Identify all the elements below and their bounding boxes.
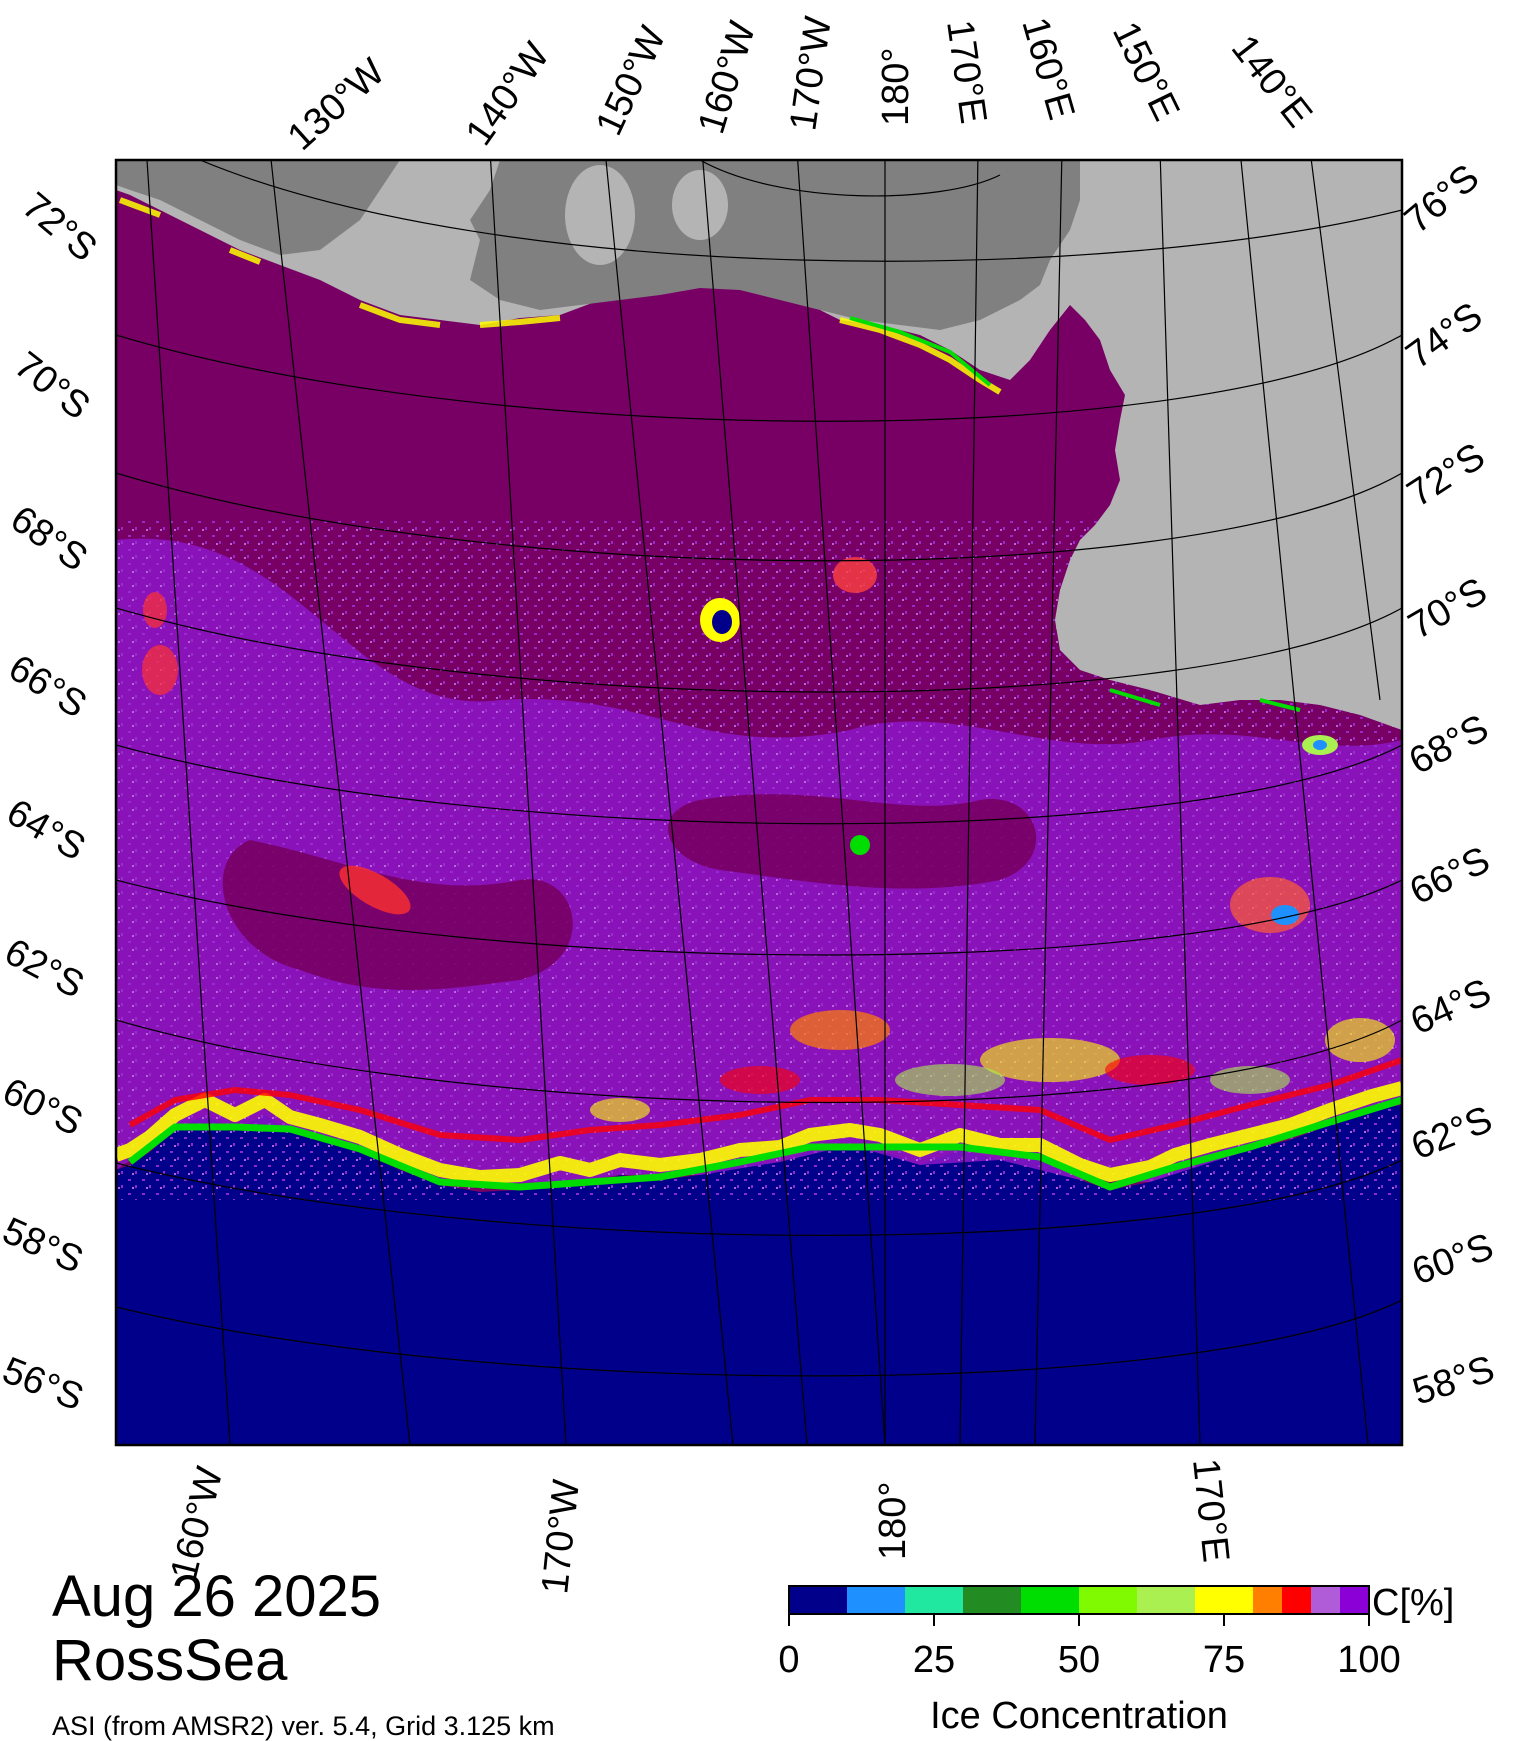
colorbar-bin-9 [1282,1586,1311,1614]
colorbar-bin-4 [1021,1586,1079,1614]
lon-label-130w: 130°W [280,51,393,159]
colorbar-unit: C[%] [1372,1582,1454,1624]
lat-label-left-56s: 56°S [0,1349,89,1419]
colorbar-bin-0 [789,1586,847,1614]
lon-label-140w: 140°W [458,35,558,153]
colorbar-bin-2 [905,1586,963,1614]
ice-edge-rim [116,1081,1402,1184]
colorbar-bin-8 [1253,1586,1282,1614]
lat-label-right-70s: 70°S [1402,570,1495,648]
top-longitude-labels: 130°W 140°W 150°W 160°W 170°W 180° 170°E… [280,13,1320,159]
colorbar-bin-10 [1311,1586,1340,1614]
lon-label-bottom-170e: 170°E [1184,1457,1237,1565]
colorbar-bin-6 [1137,1586,1195,1614]
lon-label-150w: 150°W [588,20,674,142]
lat-label-left-60s: 60°S [0,1070,89,1144]
lat-label-right-58s: 58°S [1408,1348,1500,1414]
lon-label-150e: 150°E [1104,16,1187,128]
map-frame [114,158,1404,1447]
left-latitude-labels: 72°S 70°S 68°S 66°S 64°S 62°S 60°S 58°S … [0,185,105,1420]
lon-label-170e: 170°E [938,17,994,126]
colorbar-bins [789,1586,1369,1614]
colorbar-title: Ice Concentration [930,1695,1228,1737]
lat-label-right-68s: 68°S [1403,707,1496,783]
map-region: RossSea [52,1628,288,1693]
colorbar-tick-label: 50 [1058,1639,1100,1681]
lat-label-right-72s: 72°S [1400,435,1492,515]
colorbar-bin-11 [1340,1586,1369,1614]
lat-label-left-62s: 62°S [0,931,91,1007]
lon-label-140e: 140°E [1223,28,1320,136]
map-date: Aug 26 2025 [52,1564,381,1629]
lon-label-180: 180° [875,47,917,126]
lat-label-right-74s: 74°S [1399,295,1491,378]
colorbar-tick-label: 25 [913,1639,955,1681]
low-concentration-features [142,557,1395,1122]
lon-label-160w: 160°W [690,17,764,139]
colorbar-bin-3 [963,1586,1021,1614]
colorbar-tick-label: 75 [1203,1639,1245,1681]
lat-label-right-76s: 76°S [1397,156,1487,241]
colorbar-bin-1 [847,1586,905,1614]
colorbar-tick-label: 100 [1337,1639,1400,1681]
data-source: ASI (from AMSR2) ver. 5.4, Grid 3.125 km [52,1711,555,1741]
colorbar-tick-label: 0 [778,1639,799,1681]
lon-label-160e: 160°E [1013,13,1082,125]
ross-ice-shelf [116,160,400,255]
right-latitude-labels: 76°S 74°S 72°S 70°S 68°S 66°S 64°S 62°S … [1397,156,1500,1413]
lon-label-bottom-180: 180° [872,1481,914,1560]
lon-label-170w: 170°W [782,14,840,133]
lat-label-right-60s: 60°S [1407,1226,1499,1294]
graticule [116,160,1402,1445]
lat-label-left-70s: 70°S [6,344,97,428]
antarctic-land [116,160,1402,730]
colorbar: 0 25 50 75 100 C[%] Ice Concentration [778,1582,1454,1737]
lat-label-right-62s: 62°S [1406,1098,1499,1168]
lat-label-right-64s: 64°S [1405,971,1498,1043]
lat-label-left-72s: 72°S [14,185,104,270]
colorbar-bin-7 [1195,1586,1253,1614]
lat-label-right-66s: 66°S [1404,839,1497,913]
lon-label-bottom-170w: 170°W [534,1478,588,1596]
colorbar-ticks: 0 25 50 75 100 [778,1614,1401,1681]
lat-label-left-66s: 66°S [1,647,93,727]
lat-label-left-64s: 64°S [0,791,92,869]
lat-label-left-58s: 58°S [0,1210,89,1282]
lat-label-left-68s: 68°S [3,498,95,580]
colorbar-bin-5 [1079,1586,1137,1614]
